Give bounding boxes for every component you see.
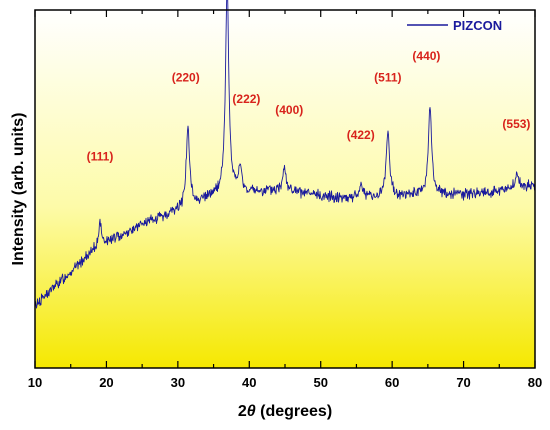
x-tick-label: 30 bbox=[171, 375, 185, 390]
legend-label: PIZCON bbox=[453, 18, 502, 33]
peak-label: (553) bbox=[502, 117, 530, 131]
x-tick-label: 20 bbox=[99, 375, 113, 390]
y-axis-title: Intensity (arb. units) bbox=[10, 113, 27, 266]
x-axis-title-symbol: θ bbox=[247, 403, 256, 420]
plot-background bbox=[35, 10, 535, 368]
peak-label: (111) bbox=[87, 149, 114, 163]
peak-annotations: (111)(220)(311)(222)(400)(422)(511)(440)… bbox=[87, 49, 531, 163]
x-tick-label: 10 bbox=[28, 375, 42, 390]
peak-label: (222) bbox=[232, 92, 260, 106]
x-tick-label: 70 bbox=[456, 375, 470, 390]
plot-frame bbox=[34, 9, 536, 369]
peak-label: (400) bbox=[275, 103, 303, 117]
series-line bbox=[34, 0, 536, 309]
x-axis-title-prefix: 2 bbox=[238, 403, 247, 420]
x-axis-tick-labels: 10 20 30 40 50 60 70 80 bbox=[28, 375, 542, 390]
x-tick-label: 40 bbox=[242, 375, 256, 390]
peak-label: (422) bbox=[347, 128, 375, 142]
x-tick-label: 60 bbox=[385, 375, 399, 390]
x-axis-title-suffix: (degrees) bbox=[256, 403, 332, 420]
legend: PIZCON bbox=[407, 18, 502, 33]
peak-label: (220) bbox=[172, 71, 200, 85]
peak-label: (511) bbox=[374, 71, 401, 85]
peak-label: (440) bbox=[412, 49, 440, 63]
x-tick-label: 80 bbox=[528, 375, 542, 390]
x-tick-label: 50 bbox=[313, 375, 327, 390]
x-axis-title: 2θ (degrees) bbox=[238, 403, 332, 420]
